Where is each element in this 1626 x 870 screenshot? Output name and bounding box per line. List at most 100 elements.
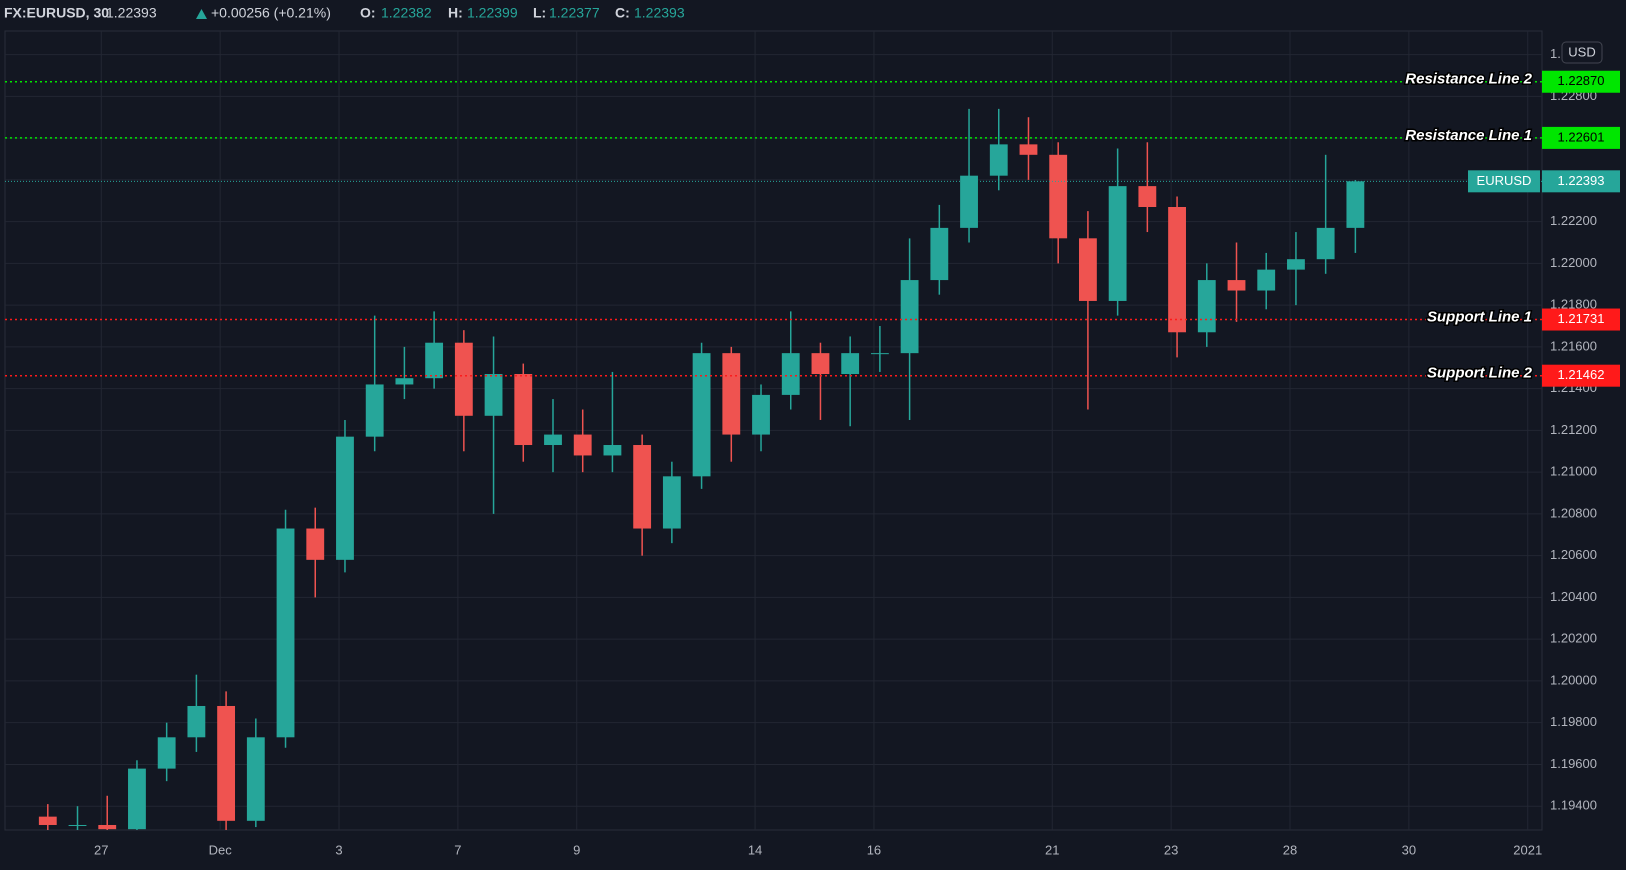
- candle-body: [662, 476, 681, 529]
- x-tick-label: 30: [1402, 842, 1416, 857]
- candle-body: [692, 353, 711, 477]
- currency-label[interactable]: USD: [1568, 44, 1595, 59]
- last-price-value: 1.22393: [1558, 173, 1605, 188]
- candle-body: [1346, 181, 1365, 228]
- candle-body: [454, 342, 473, 416]
- level-tag: [1542, 364, 1620, 387]
- high-value: 1.22399: [467, 5, 518, 21]
- candle-body: [1197, 280, 1216, 333]
- symbol-name: EURUSD: [1477, 173, 1532, 188]
- candle-body: [484, 374, 503, 416]
- symbol: FX:EURUSD, 30: [4, 5, 109, 21]
- candle-body: [425, 342, 444, 379]
- candle-body: [98, 824, 117, 830]
- x-tick-label: 2021: [1513, 842, 1542, 857]
- x-tick-label: 27: [94, 842, 108, 857]
- currency-badge[interactable]: [1561, 41, 1603, 64]
- x-tick-label: 28: [1283, 842, 1297, 857]
- y-tick-label: 1.20600: [1550, 547, 1597, 562]
- level-name: Support Line 1: [1427, 309, 1532, 326]
- candle-body: [870, 353, 889, 355]
- candle-body: [187, 705, 206, 738]
- candle-body: [1019, 144, 1038, 155]
- x-tick-label: 7: [454, 842, 461, 857]
- candle-body: [1316, 227, 1335, 260]
- candle-body: [68, 824, 87, 826]
- candle-body: [128, 768, 146, 830]
- candle-body: [603, 445, 622, 456]
- level-name: Resistance Line 1: [1405, 127, 1532, 144]
- y-tick-label: 1.20400: [1550, 589, 1597, 604]
- y-tick-label: 1.20200: [1550, 631, 1597, 646]
- level-tag: [1542, 308, 1620, 331]
- level-tag: [1542, 126, 1620, 149]
- plot-area: [38, 108, 1365, 830]
- low-label: L:: [533, 5, 546, 21]
- level-value: 1.22601: [1558, 129, 1605, 144]
- symbol-tag: [1468, 170, 1540, 193]
- x-tick-label: 21: [1045, 842, 1059, 857]
- high-label: H:: [448, 5, 463, 21]
- level-name: Resistance Line 2: [1405, 71, 1532, 88]
- candle-body: [38, 816, 57, 825]
- close-label: C:: [615, 5, 630, 21]
- level-name: Support Line 2: [1427, 365, 1533, 382]
- candle-body: [217, 705, 236, 821]
- y-tick-label: 1.21000: [1550, 464, 1597, 479]
- candle-body: [1108, 186, 1127, 301]
- candle-body: [633, 445, 652, 529]
- x-tick-label: 9: [573, 842, 580, 857]
- candle-body: [157, 737, 176, 769]
- close-value: 1.22393: [634, 5, 685, 21]
- candle-body: [1227, 280, 1246, 291]
- y-tick-label: 1.19400: [1550, 798, 1597, 813]
- candle-body: [781, 353, 800, 395]
- candle-body: [544, 434, 562, 446]
- candle-body: [960, 175, 978, 228]
- x-tick-label: 23: [1164, 842, 1178, 857]
- x-tick-label: Dec: [209, 842, 233, 857]
- up-arrow: [196, 9, 207, 19]
- y-tick-label: 1.21200: [1550, 422, 1597, 437]
- candle-body: [365, 384, 384, 437]
- candle-body: [989, 144, 1008, 176]
- y-tick-label: 1.22200: [1550, 213, 1597, 228]
- candle-body: [811, 353, 830, 375]
- y-tick-label: 1.21800: [1550, 297, 1597, 312]
- y-tick-label: 1.19600: [1550, 756, 1597, 771]
- candle-body: [1138, 186, 1157, 208]
- header: FX:EURUSD, 30 1.22393 +0.00256 (+0.21%) …: [4, 5, 685, 21]
- x-tick-label: 16: [867, 842, 881, 857]
- last-price: 1.22393: [106, 5, 157, 21]
- candle-body: [841, 353, 860, 375]
- candle-body: [1049, 154, 1068, 239]
- candle-body: [1257, 269, 1276, 291]
- open-value: 1.22382: [381, 5, 432, 21]
- candle-body: [336, 436, 354, 560]
- open-label: O:: [360, 5, 376, 21]
- y-tick-label: 1.20800: [1550, 505, 1597, 520]
- candle-body: [930, 227, 949, 281]
- last-price-tag: [1542, 170, 1620, 193]
- candle-body: [573, 434, 592, 456]
- candle-body: [246, 737, 265, 821]
- level-value: 1.21462: [1558, 367, 1605, 382]
- candle-body: [395, 378, 414, 385]
- level-value: 1.22870: [1558, 73, 1605, 88]
- overlay: Resistance Line 2 1.22870 Resistance Line …: [5, 41, 1620, 387]
- candle-body: [1287, 259, 1305, 270]
- level-tag: [1542, 70, 1620, 93]
- low-value: 1.22377: [549, 5, 600, 21]
- candle-body: [1168, 207, 1186, 333]
- candle-body: [752, 394, 770, 435]
- candle-body: [276, 528, 295, 738]
- candle-body: [1078, 238, 1097, 301]
- candle-body: [306, 528, 325, 560]
- level-value: 1.21731: [1558, 311, 1605, 326]
- x-tick-label: 14: [748, 842, 762, 857]
- candle-body: [900, 280, 919, 354]
- change: +0.00256 (+0.21%): [211, 5, 331, 21]
- y-tick-label: 1.19800: [1550, 714, 1597, 729]
- y-tick-label: 1.20000: [1550, 672, 1597, 687]
